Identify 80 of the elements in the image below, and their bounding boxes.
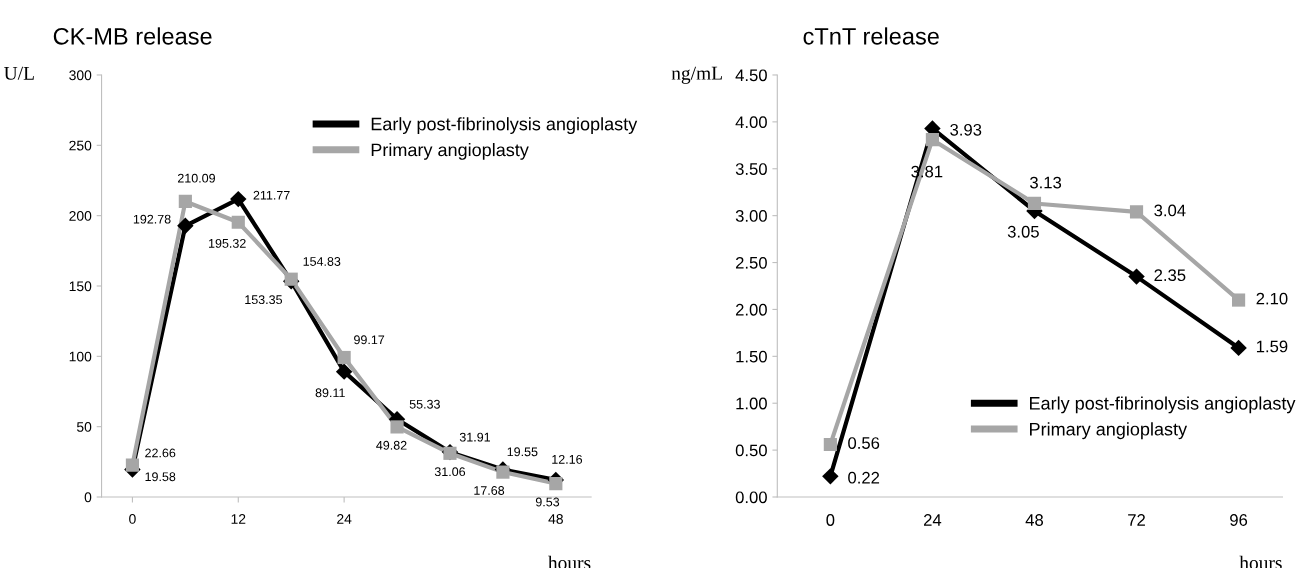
data-label: 210.09: [177, 173, 215, 183]
x-tick-label: 72: [1128, 514, 1145, 526]
point: [284, 272, 298, 286]
x-tick-label: 48: [548, 514, 563, 524]
data-label: 19.55: [507, 447, 538, 457]
point: [925, 133, 940, 147]
data-label: 1.59: [1256, 340, 1288, 353]
y-axis-title: ng/mL: [671, 66, 722, 84]
y-tick-label: 250: [69, 140, 92, 151]
data-label: 153.35: [245, 295, 283, 305]
x-tick-label: 24: [337, 514, 352, 524]
data-label: 2.35: [1154, 269, 1186, 282]
point: [230, 190, 247, 208]
point: [1129, 205, 1144, 219]
data-label: 19.58: [145, 472, 176, 482]
data-label: 3.05: [1007, 225, 1039, 238]
data-label: 3.04: [1154, 204, 1186, 217]
point: [496, 465, 510, 479]
y-tick-label: 100: [69, 351, 92, 362]
y-tick-label: 0.50: [735, 444, 767, 457]
point: [1128, 268, 1145, 285]
chart-title: CK-MB release: [53, 27, 212, 45]
point: [231, 215, 245, 229]
data-label: 17.68: [474, 486, 505, 495]
data-label: 195.32: [209, 238, 246, 248]
y-tick-label: 1.00: [736, 397, 767, 410]
data-label: 0.56: [848, 437, 880, 449]
data-label: 31.06: [434, 467, 466, 477]
y-axis-title: U/L: [4, 66, 34, 80]
x-tick-label: 96: [1230, 514, 1248, 526]
x-tick-label: 48: [1025, 514, 1044, 526]
legend-label: Primary angioplasty: [1030, 422, 1188, 440]
data-label: 9.53: [535, 497, 560, 507]
data-label: 89.11: [315, 388, 345, 398]
point: [823, 437, 837, 452]
data-label: 22.66: [145, 448, 176, 458]
point: [337, 350, 351, 365]
data-label: 0.22: [848, 471, 880, 484]
point: [125, 458, 140, 472]
data-label: 55.33: [409, 399, 440, 409]
y-tick-label: 0.00: [735, 491, 767, 504]
data-label: 2.10: [1256, 292, 1288, 305]
y-tick-label: 2.50: [735, 256, 767, 269]
y-tick-label: 150: [69, 281, 92, 292]
y-tick-label: 4.00: [735, 116, 767, 129]
point: [177, 217, 194, 235]
data-label: 211.77: [253, 190, 290, 200]
chart-title: cTnT release: [803, 27, 939, 45]
data-label: 192.78: [133, 214, 171, 224]
point: [1232, 293, 1246, 307]
point: [335, 363, 353, 380]
data-label: 49.82: [376, 440, 407, 450]
data-label: 154.83: [303, 257, 341, 266]
y-tick-label: 3.50: [735, 163, 767, 175]
y-tick-label: 0: [84, 492, 92, 503]
data-label: 3.13: [1030, 176, 1062, 189]
y-tick-label: 50: [76, 422, 92, 432]
point: [1027, 196, 1042, 211]
x-tick-label: 0: [129, 514, 136, 524]
y-tick-label: 3.00: [735, 210, 767, 222]
point: [822, 468, 839, 485]
y-tick-label: 2.00: [735, 303, 767, 316]
data-label: 12.16: [552, 454, 583, 464]
y-tick-label: 4.50: [735, 69, 767, 82]
data-label: 3.93: [950, 123, 982, 136]
x-tick-label: 0: [826, 514, 835, 526]
x-tick-label: 12: [231, 514, 246, 524]
point: [178, 194, 192, 209]
legend-label: Primary angioplasty: [371, 143, 529, 160]
legend-label: Early post-fibrinolysis angioplasty: [1030, 396, 1296, 414]
point: [390, 420, 404, 434]
x-tick-label: 24: [923, 514, 942, 526]
point: [1230, 339, 1247, 357]
data-label: 31.91: [459, 432, 491, 442]
legend-label: Early post-fibrinolysis angioplasty: [371, 117, 638, 134]
y-tick-label: 1.50: [736, 350, 767, 363]
y-tick-label: 200: [69, 210, 92, 221]
data-label: 99.17: [354, 335, 385, 345]
point: [549, 477, 563, 491]
y-tick-label: 300: [69, 70, 92, 81]
